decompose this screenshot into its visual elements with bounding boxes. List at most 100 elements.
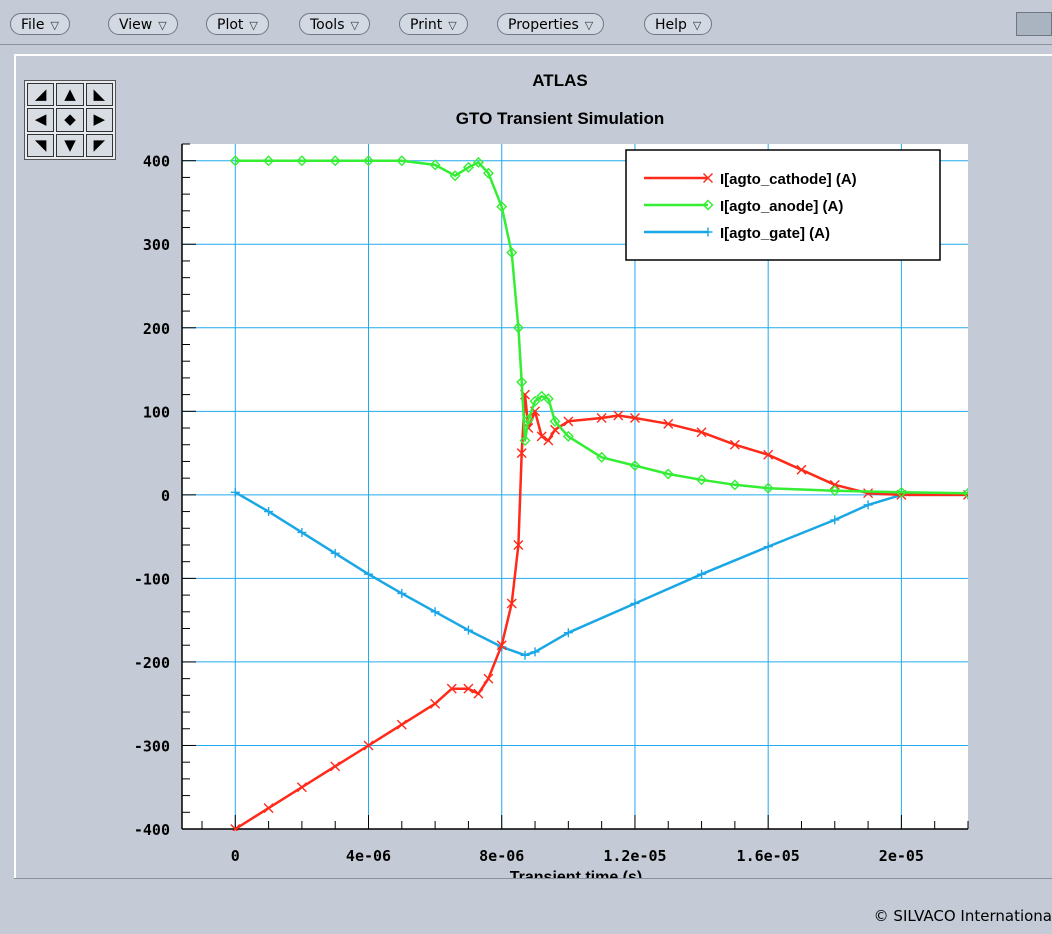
data-point	[397, 588, 407, 598]
data-point	[296, 782, 307, 793]
menu-file-button[interactable]: File ▽	[10, 13, 70, 35]
data-point	[519, 435, 531, 447]
data-point	[520, 650, 530, 660]
data-point	[430, 607, 440, 617]
data-point	[473, 688, 484, 699]
data-point	[830, 515, 840, 525]
data-point	[630, 598, 640, 608]
series-line	[234, 393, 968, 831]
data-point	[895, 486, 907, 498]
chevron-down-icon: ▽	[158, 19, 167, 32]
data-point	[297, 527, 307, 537]
data-point	[696, 427, 707, 438]
data-point	[550, 424, 561, 435]
data-point	[230, 824, 241, 831]
data-point	[663, 418, 674, 429]
legend-marker	[703, 227, 713, 237]
data-point	[796, 464, 807, 475]
pan-center-icon[interactable]: ◆	[56, 108, 84, 132]
data-point	[542, 393, 554, 405]
menu-tools-button[interactable]: Tools ▽	[299, 13, 370, 35]
data-point	[596, 451, 608, 463]
menu-help-button[interactable]: Help ▽	[644, 13, 713, 35]
data-point	[263, 155, 275, 167]
menu-bar: File ▽ View ▽ Plot ▽ Tools ▽ Print ▽ Properties ▽ He…	[0, 0, 1052, 45]
chart-title: ATLAS	[532, 71, 587, 90]
pan-up-right-icon[interactable]: ◣	[85, 83, 113, 107]
data-point	[629, 460, 641, 472]
y-tick-label: -300	[134, 737, 170, 755]
chevron-down-icon: ▽	[448, 19, 457, 32]
transient-plot[interactable]: -400 -300 -200 -100 0 100 200 300 400 0 4e-06 8e-06…	[16, 56, 1052, 878]
y-tick-label: 300	[143, 236, 170, 254]
data-point	[516, 376, 528, 388]
data-point	[629, 413, 640, 423]
data-point	[364, 569, 374, 579]
data-point	[530, 647, 540, 657]
plot-panel: -400 -300 -200 -100 0 100 200 300 400 0 4e-06 8e-06…	[14, 54, 1052, 878]
x-tick-label: 1.6e-05	[737, 847, 800, 865]
data-point	[962, 487, 968, 499]
pan-left-icon[interactable]: ◀	[27, 108, 55, 132]
data-point	[264, 507, 274, 517]
menu-help-label: Help	[655, 17, 687, 33]
y-tick-label: -200	[134, 654, 170, 672]
data-point	[729, 439, 740, 450]
legend: I[agto_cathode] (A) I[agto_anode] (A) I[ag…	[625, 149, 941, 261]
menu-properties-label: Properties	[508, 17, 579, 33]
data-point	[536, 431, 547, 442]
y-tick-label: -400	[134, 821, 170, 839]
data-point	[613, 410, 624, 421]
pan-down-left-icon[interactable]: ◥	[27, 133, 55, 157]
menu-tools-label: Tools	[310, 17, 345, 33]
data-point	[596, 413, 607, 423]
pan-up-left-icon[interactable]: ◢	[27, 83, 55, 107]
series-0	[230, 389, 968, 831]
data-point	[263, 803, 274, 814]
window-control-box[interactable]	[1016, 12, 1052, 36]
data-point	[763, 542, 773, 552]
pan-right-icon[interactable]: ▶	[85, 108, 113, 132]
pan-down-icon[interactable]: ▼	[56, 133, 84, 157]
menu-view-label: View	[119, 17, 153, 33]
data-point	[506, 247, 518, 259]
menu-view-button[interactable]: View ▽	[108, 13, 178, 35]
data-point	[446, 683, 457, 694]
chevron-down-icon: ▽	[249, 19, 258, 32]
legend-marker	[702, 199, 714, 211]
menu-print-button[interactable]: Print ▽	[399, 13, 468, 35]
data-point	[496, 201, 508, 213]
data-point	[543, 435, 554, 446]
y-tick-label: 200	[143, 320, 170, 338]
data-point	[229, 155, 241, 167]
data-point	[462, 161, 474, 173]
y-tick-label: -100	[134, 570, 170, 588]
data-point	[429, 159, 441, 171]
data-point	[829, 479, 840, 490]
y-tick-label: 100	[143, 403, 170, 421]
chevron-down-icon: ▽	[50, 19, 59, 32]
pan-navigation-pad: ◢ ▲ ◣ ◀ ◆ ▶ ◥ ▼ ◤	[24, 80, 116, 160]
data-point	[472, 156, 484, 168]
legend-label: I[agto_cathode] (A)	[720, 171, 857, 188]
pan-down-right-icon[interactable]: ◤	[85, 133, 113, 157]
data-point	[662, 468, 674, 480]
legend-label: I[agto_gate] (A)	[720, 225, 830, 242]
tick-labels: -400 -300 -200 -100 0 100 200 300 400 0 4e-06 8e-06…	[134, 153, 924, 865]
data-point	[449, 170, 461, 182]
series-line	[235, 159, 968, 495]
data-point	[329, 155, 341, 167]
x-tick-label: 1.2e-05	[603, 847, 666, 865]
data-point	[230, 487, 240, 497]
menu-properties-button[interactable]: Properties ▽	[497, 13, 605, 35]
pan-up-icon[interactable]: ▲	[56, 83, 84, 107]
menu-plot-button[interactable]: Plot ▽	[206, 13, 269, 35]
data-point	[363, 155, 374, 167]
data-point	[829, 485, 841, 497]
x-tick-label: 4e-06	[346, 847, 391, 865]
status-bar: © SILVACO Internationa	[14, 878, 1052, 934]
data-point	[729, 479, 741, 491]
data-point	[549, 415, 561, 427]
chevron-down-icon: ▽	[584, 19, 594, 32]
legend-marker	[703, 173, 713, 183]
